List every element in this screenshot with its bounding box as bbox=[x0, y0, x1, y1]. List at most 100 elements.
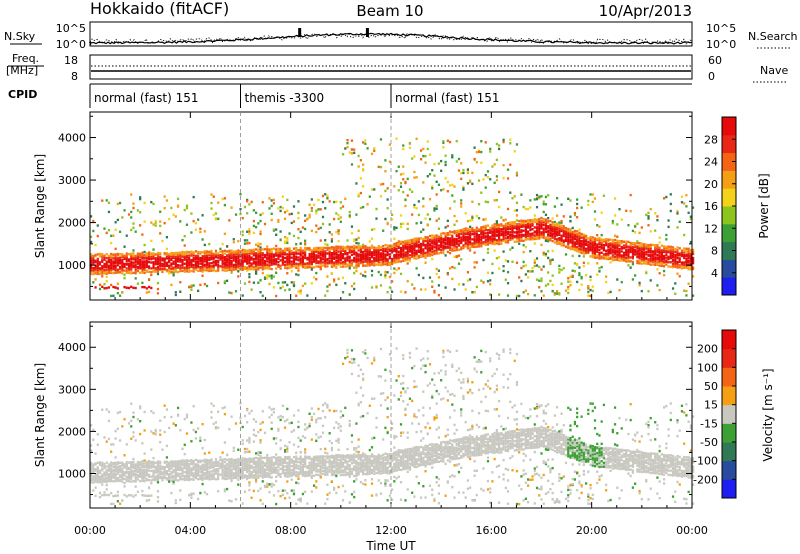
velocity-cell bbox=[279, 458, 282, 462]
power-cell bbox=[170, 271, 173, 274]
power-cell bbox=[366, 203, 369, 206]
power-cell bbox=[168, 260, 171, 264]
power-cell bbox=[520, 239, 523, 242]
power-cell bbox=[584, 247, 588, 250]
power-cell bbox=[511, 236, 514, 240]
velocity-cell bbox=[105, 465, 108, 468]
power-cell bbox=[660, 264, 663, 268]
power-cell bbox=[435, 272, 438, 276]
velocity-cell bbox=[183, 466, 186, 470]
power-cell bbox=[663, 257, 666, 260]
power-cell bbox=[353, 238, 356, 241]
power-cell bbox=[689, 259, 692, 263]
power-cell bbox=[286, 264, 289, 267]
velocity-cell bbox=[261, 480, 264, 483]
power-cell bbox=[118, 267, 122, 270]
power-cell bbox=[404, 254, 407, 257]
power-cell bbox=[573, 241, 577, 244]
power-cell bbox=[248, 260, 251, 263]
power-cell bbox=[522, 244, 525, 247]
power-cell bbox=[246, 260, 249, 263]
power-cell bbox=[518, 276, 521, 279]
power-cell bbox=[600, 211, 603, 214]
power-cell bbox=[368, 253, 371, 257]
velocity-cell bbox=[201, 459, 204, 462]
velocity-cell bbox=[257, 489, 260, 493]
nsky-spike bbox=[298, 28, 302, 37]
power-cell bbox=[292, 257, 296, 260]
power-cell bbox=[625, 253, 628, 257]
velocity-cell bbox=[272, 468, 276, 471]
velocity-cell bbox=[143, 462, 146, 465]
velocity-cell bbox=[250, 474, 253, 477]
power-cell bbox=[671, 258, 675, 261]
power-cell bbox=[564, 289, 568, 292]
power-cell bbox=[598, 237, 601, 240]
velocity-cell bbox=[237, 448, 240, 451]
power-cell bbox=[317, 208, 320, 211]
power-cell bbox=[364, 254, 367, 258]
power-cell bbox=[402, 242, 405, 245]
power-cell bbox=[388, 247, 391, 251]
power-cell bbox=[362, 243, 365, 247]
velocity-cell bbox=[254, 466, 258, 469]
power-cell bbox=[152, 255, 155, 259]
power-cell bbox=[223, 281, 226, 285]
velocity-cell bbox=[246, 470, 249, 474]
power-cell bbox=[480, 242, 483, 246]
power-cell bbox=[578, 250, 581, 254]
velocity-cell bbox=[241, 467, 244, 471]
power-cell bbox=[658, 252, 661, 255]
power-cell bbox=[473, 146, 476, 149]
power-cell bbox=[130, 265, 133, 268]
power-cell bbox=[663, 269, 666, 273]
power-cell bbox=[281, 253, 284, 256]
power-cell bbox=[246, 230, 249, 233]
power-cell bbox=[676, 272, 679, 275]
power-cell bbox=[428, 246, 432, 250]
power-cell bbox=[455, 255, 458, 259]
power-cell bbox=[656, 258, 659, 261]
power-cell bbox=[310, 260, 313, 264]
power-cell bbox=[502, 224, 505, 228]
velocity-cell bbox=[219, 473, 222, 476]
power-cell bbox=[406, 252, 409, 255]
power-cell bbox=[301, 284, 305, 288]
power-cell bbox=[221, 250, 224, 253]
power-cell bbox=[571, 226, 574, 230]
velocity-cell bbox=[230, 471, 233, 474]
velocity-cell bbox=[125, 460, 128, 464]
power-cell bbox=[625, 244, 628, 247]
power-cell bbox=[564, 226, 568, 230]
velocity-cell bbox=[248, 459, 251, 462]
power-cell bbox=[185, 206, 189, 210]
power-cell bbox=[553, 232, 556, 236]
velocity-cell bbox=[125, 478, 128, 481]
power-cell bbox=[252, 281, 255, 284]
power-cell bbox=[607, 248, 610, 251]
power-cell bbox=[498, 229, 501, 232]
velocity-cell bbox=[165, 460, 169, 463]
power-cell bbox=[350, 232, 354, 235]
velocity-cell bbox=[130, 477, 133, 480]
power-cell bbox=[446, 245, 449, 248]
power-cell bbox=[435, 248, 438, 252]
power-cell bbox=[524, 226, 527, 230]
power-cell bbox=[114, 270, 117, 273]
velocity-cell bbox=[201, 463, 204, 466]
power-cell bbox=[518, 222, 521, 226]
power-cell bbox=[370, 261, 374, 265]
power-cell bbox=[640, 244, 643, 248]
velocity-cell bbox=[286, 491, 289, 495]
power-cell bbox=[422, 154, 425, 158]
velocity-cell bbox=[150, 466, 153, 469]
power-cell bbox=[197, 258, 200, 261]
power-cell bbox=[509, 238, 512, 242]
cpid-label: CPID bbox=[8, 88, 37, 101]
power-cell bbox=[625, 242, 628, 246]
power-cell bbox=[480, 235, 483, 238]
velocity-cell bbox=[199, 436, 202, 439]
power-cell bbox=[473, 230, 476, 234]
power-cell bbox=[502, 230, 505, 234]
power-cell bbox=[194, 250, 197, 253]
